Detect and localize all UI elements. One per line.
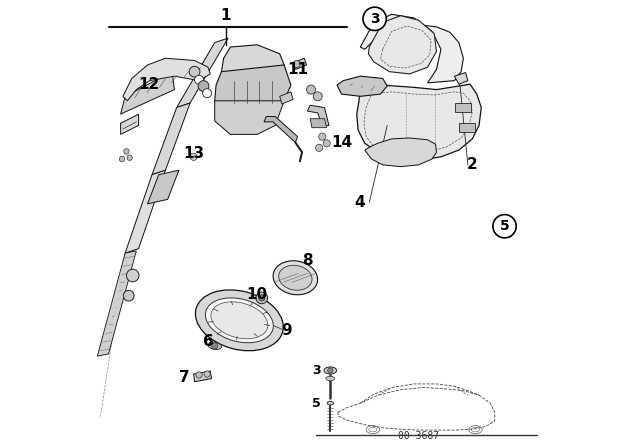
Circle shape bbox=[198, 81, 209, 91]
Circle shape bbox=[189, 66, 200, 77]
Polygon shape bbox=[455, 103, 472, 112]
Ellipse shape bbox=[326, 376, 335, 381]
Polygon shape bbox=[152, 103, 190, 175]
Polygon shape bbox=[215, 65, 291, 116]
Text: 5: 5 bbox=[500, 219, 509, 233]
Circle shape bbox=[196, 372, 202, 378]
Ellipse shape bbox=[273, 261, 317, 295]
Circle shape bbox=[127, 269, 139, 282]
Polygon shape bbox=[148, 170, 179, 204]
Text: 9: 9 bbox=[281, 323, 292, 338]
Polygon shape bbox=[307, 105, 329, 126]
Text: 10: 10 bbox=[246, 287, 267, 302]
Circle shape bbox=[256, 292, 268, 304]
Circle shape bbox=[124, 290, 134, 301]
Circle shape bbox=[190, 153, 197, 160]
Circle shape bbox=[212, 343, 218, 349]
Text: 5: 5 bbox=[312, 396, 321, 410]
Circle shape bbox=[203, 89, 212, 98]
Polygon shape bbox=[454, 73, 468, 84]
Text: 00 3687: 00 3687 bbox=[398, 431, 439, 441]
Polygon shape bbox=[264, 116, 298, 142]
Ellipse shape bbox=[211, 302, 268, 339]
Text: 12: 12 bbox=[138, 77, 159, 92]
Polygon shape bbox=[356, 84, 481, 160]
Circle shape bbox=[314, 92, 323, 101]
Text: 3: 3 bbox=[312, 364, 321, 378]
Polygon shape bbox=[459, 123, 475, 132]
Ellipse shape bbox=[208, 342, 221, 349]
Circle shape bbox=[307, 85, 316, 94]
Polygon shape bbox=[337, 76, 387, 96]
Text: 2: 2 bbox=[467, 157, 477, 172]
Polygon shape bbox=[97, 251, 136, 356]
Polygon shape bbox=[221, 45, 284, 90]
Polygon shape bbox=[215, 101, 284, 134]
Text: 1: 1 bbox=[221, 8, 231, 23]
Circle shape bbox=[323, 140, 330, 147]
Circle shape bbox=[204, 371, 210, 377]
Text: 7: 7 bbox=[179, 370, 190, 385]
Text: 4: 4 bbox=[354, 195, 365, 210]
Circle shape bbox=[493, 215, 516, 238]
Circle shape bbox=[363, 7, 387, 30]
Polygon shape bbox=[194, 371, 212, 382]
Polygon shape bbox=[121, 114, 139, 134]
Ellipse shape bbox=[327, 401, 333, 405]
Polygon shape bbox=[121, 72, 174, 114]
Polygon shape bbox=[365, 138, 436, 167]
Circle shape bbox=[124, 149, 129, 154]
Polygon shape bbox=[369, 16, 436, 74]
Circle shape bbox=[259, 295, 265, 301]
Text: 6: 6 bbox=[203, 334, 213, 349]
Polygon shape bbox=[360, 14, 463, 83]
Text: 8: 8 bbox=[302, 253, 313, 268]
Polygon shape bbox=[280, 92, 293, 104]
Ellipse shape bbox=[195, 290, 284, 351]
Ellipse shape bbox=[205, 298, 273, 343]
Text: 3: 3 bbox=[370, 12, 380, 26]
Circle shape bbox=[119, 156, 125, 162]
Polygon shape bbox=[123, 58, 210, 101]
Text: 13: 13 bbox=[183, 146, 204, 161]
Ellipse shape bbox=[324, 367, 337, 374]
Polygon shape bbox=[310, 119, 327, 128]
Circle shape bbox=[195, 75, 204, 84]
Circle shape bbox=[293, 60, 300, 68]
Polygon shape bbox=[125, 170, 165, 253]
Polygon shape bbox=[293, 58, 307, 69]
Text: 11: 11 bbox=[287, 62, 308, 77]
Text: 14: 14 bbox=[331, 134, 352, 150]
Circle shape bbox=[127, 155, 132, 160]
Circle shape bbox=[319, 133, 326, 140]
Polygon shape bbox=[177, 38, 228, 108]
Circle shape bbox=[316, 144, 323, 151]
Ellipse shape bbox=[278, 265, 312, 290]
Circle shape bbox=[328, 368, 333, 373]
